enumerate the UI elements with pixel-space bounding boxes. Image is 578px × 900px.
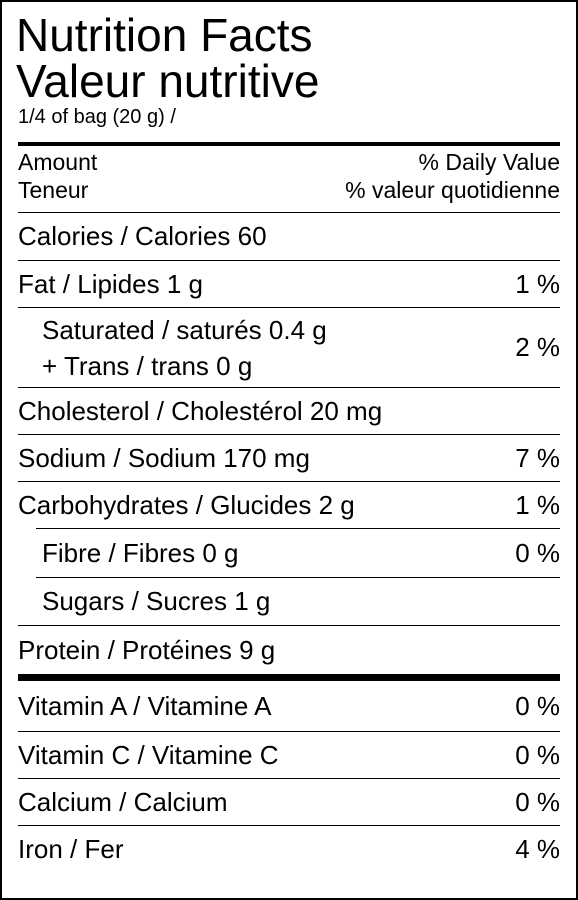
amount-label-fr: Teneur bbox=[18, 177, 89, 203]
vitamin-a-daily-value: 0 % bbox=[515, 690, 560, 721]
amount-header: Amount Teneur bbox=[18, 148, 97, 204]
row-calcium: Calcium / Calcium 0 % bbox=[18, 779, 560, 825]
fibre-daily-value: 0 % bbox=[515, 537, 560, 568]
divider bbox=[18, 212, 560, 213]
calcium-label: Calcium / Calcium bbox=[18, 786, 228, 817]
daily-value-label-fr: % valeur quotidienne bbox=[345, 177, 560, 203]
saturated-label: Saturated / saturés 0.4 g bbox=[42, 314, 327, 345]
amount-label-en: Amount bbox=[18, 149, 98, 175]
iron-label: Iron / Fer bbox=[18, 833, 124, 864]
vitamin-c-daily-value: 0 % bbox=[515, 739, 560, 770]
fat-daily-value: 1 % bbox=[515, 268, 560, 299]
row-cholesterol: Cholesterol / Cholestérol 20 mg bbox=[18, 388, 560, 434]
cholesterol-label: Cholesterol / Cholestérol 20 mg bbox=[18, 395, 383, 426]
row-vitamin-c: Vitamin C / Vitamine C 0 % bbox=[18, 732, 560, 778]
divider bbox=[18, 825, 560, 826]
fat-label: Fat / Lipides 1 g bbox=[18, 268, 203, 299]
daily-value-label-en: % Daily Value bbox=[418, 149, 560, 175]
calories-label: Calories / Calories 60 bbox=[18, 221, 267, 251]
carbohydrates-label: Carbohydrates / Glucides 2 g bbox=[18, 489, 355, 520]
protein-label: Protein / Protéines 9 g bbox=[18, 634, 276, 665]
divider bbox=[18, 731, 560, 732]
column-header: Amount Teneur % Daily Value % valeur quo… bbox=[18, 148, 560, 204]
row-sugars: Sugars / Sucres 1 g bbox=[18, 578, 560, 625]
divider bbox=[18, 625, 560, 626]
divider bbox=[36, 577, 560, 578]
vitamin-c-label: Vitamin C / Vitamine C bbox=[18, 739, 279, 770]
fibre-label: Fibre / Fibres 0 g bbox=[42, 537, 239, 568]
row-saturated-trans: Saturated / saturés 0.4 g + Trans / tran… bbox=[18, 308, 560, 387]
row-fibre: Fibre / Fibres 0 g 0 % bbox=[18, 529, 560, 577]
title-english: Nutrition Facts bbox=[16, 9, 313, 61]
divider bbox=[18, 434, 560, 435]
row-sodium: Sodium / Sodium 170 mg 7 % bbox=[18, 435, 560, 481]
divider bbox=[18, 307, 560, 308]
row-fat: Fat / Lipides 1 g 1 % bbox=[18, 261, 560, 307]
sodium-daily-value: 7 % bbox=[515, 442, 560, 473]
title-french: Valeur nutritive bbox=[16, 55, 320, 107]
sugars-label: Sugars / Sucres 1 g bbox=[42, 586, 271, 616]
vitamin-a-label: Vitamin A / Vitamine A bbox=[18, 690, 272, 721]
divider bbox=[18, 481, 560, 482]
iron-daily-value: 4 % bbox=[515, 833, 560, 864]
row-iron: Iron / Fer 4 % bbox=[18, 826, 560, 872]
daily-value-header: % Daily Value % valeur quotidienne bbox=[345, 148, 560, 204]
calcium-daily-value: 0 % bbox=[515, 786, 560, 817]
row-protein: Protein / Protéines 9 g bbox=[18, 626, 560, 674]
row-carbohydrates: Carbohydrates / Glucides 2 g 1 % bbox=[18, 482, 560, 528]
row-calories: Calories / Calories 60 bbox=[18, 213, 560, 260]
divider bbox=[18, 387, 560, 388]
serving-size: 1/4 of bag (20 g) / bbox=[18, 106, 176, 128]
row-vitamin-a: Vitamin A / Vitamine A 0 % bbox=[18, 681, 560, 731]
divider bbox=[36, 528, 560, 529]
divider bbox=[18, 260, 560, 261]
trans-label: + Trans / trans 0 g bbox=[42, 350, 253, 381]
saturated-daily-value: 2 % bbox=[515, 332, 560, 362]
saturated-trans-label: Saturated / saturés 0.4 g + Trans / tran… bbox=[42, 312, 327, 384]
thick-divider bbox=[18, 142, 560, 146]
thick-divider bbox=[18, 674, 560, 681]
divider bbox=[18, 778, 560, 779]
carbohydrates-daily-value: 1 % bbox=[515, 489, 560, 520]
sodium-label: Sodium / Sodium 170 mg bbox=[18, 442, 310, 473]
